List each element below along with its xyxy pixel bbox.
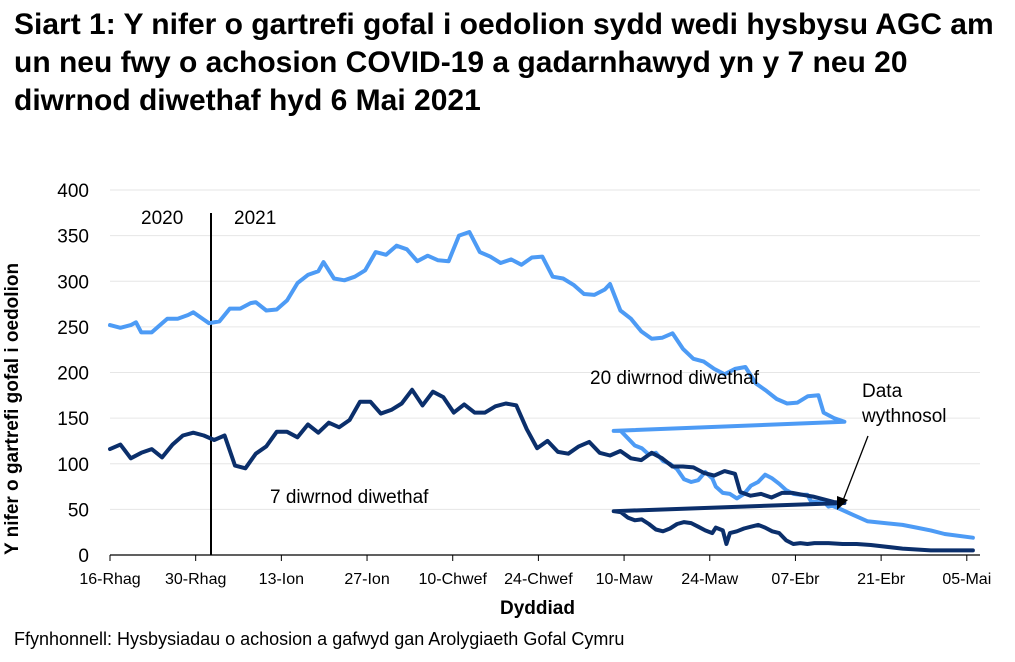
year-label-2021: 2021: [234, 208, 276, 229]
x-tick-label: 07-Ebr: [771, 571, 820, 588]
x-tick-label: 21-Ebr: [857, 571, 906, 588]
x-tick-label: 10-Maw: [596, 571, 653, 588]
series-20-day-line: [108, 230, 975, 540]
y-axis-label: Y nifer o gartrefi gofal i oedolion: [2, 262, 23, 555]
y-axis-ticks: 0 50 100 150 200 250 300 350 400: [57, 181, 89, 567]
x-tick-label: 24-Maw: [681, 571, 738, 588]
year-label-2020: 2020: [141, 208, 183, 229]
y-tick-label: 350: [57, 227, 89, 248]
x-tick-label: 10-Chwef: [418, 571, 487, 588]
x-tick-label: 27-Ion: [344, 571, 389, 588]
y-tick-label: 0: [78, 546, 89, 567]
y-tick-label: 200: [57, 364, 89, 385]
y-tick-label: 50: [68, 500, 89, 521]
annotation-weekly-data-line1: Data: [862, 381, 903, 402]
x-tick-label: 24-Chwef: [504, 571, 573, 588]
y-tick-label: 300: [57, 272, 89, 293]
gridlines: [110, 189, 980, 510]
y-tick-label: 400: [57, 181, 89, 202]
x-tick-label: 16-Rhag: [79, 571, 140, 588]
series-label-20-day: 20 diwrnod diwethaf: [590, 368, 760, 389]
annotation-weekly-data-line2: wythnosol: [861, 406, 947, 427]
y-tick-label: 100: [57, 455, 89, 476]
chart-title: Siart 1: Y nifer o gartrefi gofal i oedo…: [14, 8, 994, 117]
x-tick-label: 30-Rhag: [165, 571, 226, 588]
x-tick-label: 05-Mai: [942, 571, 991, 588]
x-axis-label: Dyddiad: [500, 598, 575, 619]
series-label-7-day: 7 diwrnod diwethaf: [270, 487, 429, 508]
y-tick-label: 250: [57, 318, 89, 339]
arrow-head-icon: [837, 496, 848, 510]
annotation-arrow: [841, 435, 869, 504]
series-7-day-line: [108, 387, 975, 553]
x-axis-ticks: 16-Rhag 30-Rhag 13-Ion 27-Ion 10-Chwef 24-Chw…: [79, 555, 991, 588]
source-note: Ffynhonnell: Hysbysiadau o achosion a ga…: [14, 629, 625, 649]
x-tick-label: 13-Ion: [259, 571, 304, 588]
y-tick-label: 150: [57, 409, 89, 430]
